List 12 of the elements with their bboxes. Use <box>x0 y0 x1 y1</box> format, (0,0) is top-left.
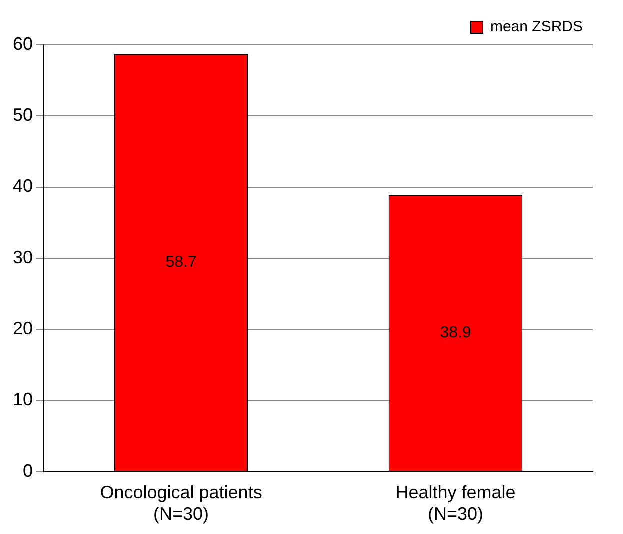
y-tick-label: 10 <box>12 390 34 410</box>
y-tick-label: 50 <box>12 105 34 126</box>
y-tick-label: 40 <box>12 176 34 196</box>
y-tick-label: 30 <box>12 247 34 268</box>
y-tick-label: 0 <box>23 460 34 481</box>
y-tick-label: 20 <box>12 318 34 338</box>
data-label: 58.7 <box>166 254 197 272</box>
y-tick-label: 60 <box>12 34 34 54</box>
x-tick-label: Healthy female (N=30) <box>396 482 516 524</box>
legend-label: mean ZSRDS <box>490 18 584 36</box>
x-tick-label: Oncological patients (N=30) <box>100 482 262 524</box>
data-label: 38.9 <box>440 324 472 342</box>
